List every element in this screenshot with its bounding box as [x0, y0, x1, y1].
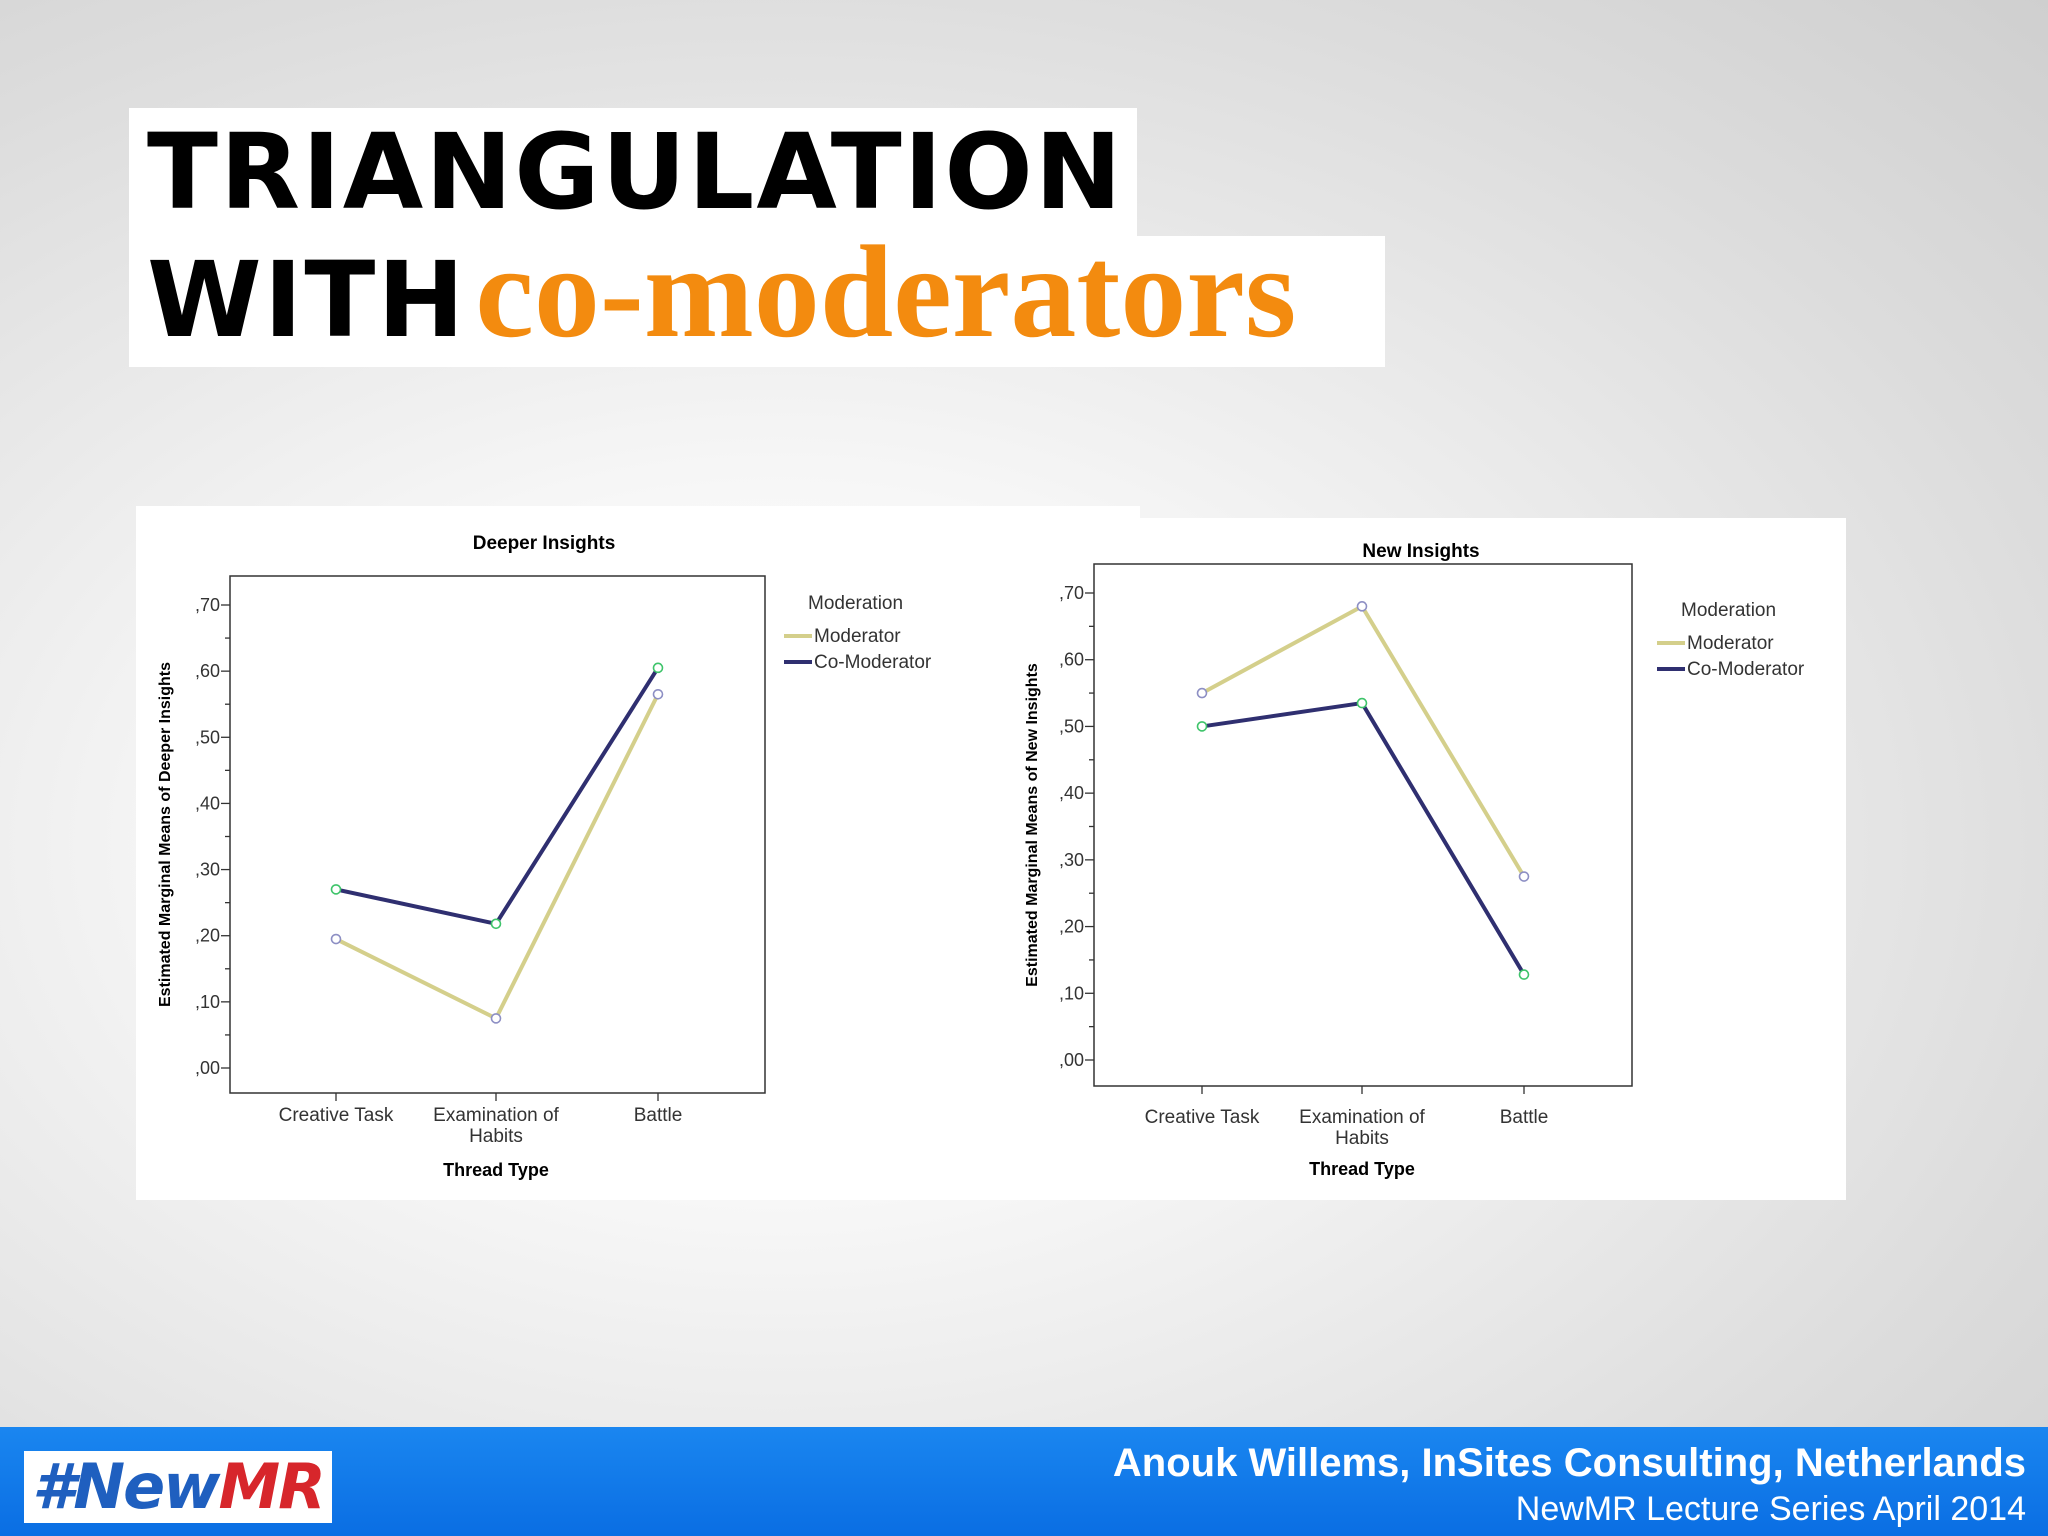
data-point-new: [1518, 969, 1530, 980]
y-tick-label-new: ,30: [1059, 850, 1084, 870]
data-point-deeper: [490, 1013, 502, 1024]
x-tick-label-deeper: Battle: [634, 1105, 683, 1126]
footer-event: NewMR Lecture Series April 2014: [1515, 1490, 2026, 1528]
logo-text-mr: MR: [218, 1450, 325, 1523]
legend-title-deeper: Moderation: [808, 593, 903, 614]
y-tick-label-new: ,70: [1059, 583, 1084, 603]
legend-label-deeper: Moderator: [814, 626, 901, 647]
y-tick-label-deeper: ,30: [195, 860, 220, 880]
title-co-moderators: co-moderators: [475, 218, 1297, 365]
data-point-deeper: [490, 918, 502, 930]
legend-title-new: Moderation: [1681, 600, 1776, 621]
footer-presenter: Anouk Willems, InSites Consulting, Nethe…: [1112, 1441, 2026, 1485]
data-point-new: [1356, 601, 1368, 612]
y-tick-label-deeper: ,50: [195, 727, 220, 747]
newmr-logo: #NewMR: [24, 1451, 332, 1523]
y-tick-label-deeper: ,60: [195, 661, 220, 681]
y-tick-label-deeper: ,10: [195, 992, 220, 1012]
x-tick-label-new: Battle: [1500, 1107, 1549, 1128]
y-tick-label-deeper: ,20: [195, 926, 220, 946]
x-tick-label-new: Creative Task: [1145, 1107, 1260, 1128]
x-tick-label-deeper: Creative Task: [279, 1105, 394, 1126]
y-axis-label-new: Estimated Marginal Means of New Insights: [1024, 663, 1041, 987]
chart-title-deeper: Deeper Insights: [473, 533, 616, 554]
y-tick-label-new: ,20: [1059, 917, 1084, 937]
data-point-new: [1196, 687, 1208, 699]
y-tick-label-new: ,00: [1059, 1050, 1084, 1070]
y-tick-label-deeper: ,40: [195, 793, 220, 813]
legend-label-new: Moderator: [1687, 633, 1774, 654]
data-point-deeper: [330, 884, 342, 895]
series-line-new-co-moderator: [1201, 701, 1526, 976]
chart-deeper-insights-panel: Deeper Insights ,00 ,10 ,20 ,30 ,40 ,50 ,60 ,70 E…: [136, 506, 1140, 1200]
data-point-new: [1356, 697, 1368, 709]
y-tick-label-deeper: ,70: [195, 595, 220, 615]
chart-new-insights: New Insights ,00 ,10 ,20 ,30 ,40 ,50 ,60 ,70 Esti…: [1024, 541, 1805, 1179]
plot-frame-deeper: [229, 575, 766, 1094]
y-axis-label-deeper: Estimated Marginal Means of Deeper Insig…: [157, 662, 174, 1007]
data-point-deeper: [330, 933, 342, 945]
slide-title-line2: WITH co-moderators: [147, 226, 1296, 391]
data-point-new: [1518, 871, 1530, 882]
data-point-deeper: [652, 688, 664, 700]
slide-title-line1: TRIANGULATION: [147, 111, 1124, 233]
data-point-new: [1196, 721, 1208, 732]
chart-new-insights-panel: New Insights ,00 ,10 ,20 ,30 ,40 ,50 ,60 ,70 Esti…: [1000, 518, 1846, 1200]
y-tick-label-deeper: ,00: [195, 1058, 220, 1078]
series-line-new-moderator: [1201, 604, 1526, 878]
chart-deeper-insights: Deeper Insights ,00 ,10 ,20 ,30 ,40 ,50 ,60 ,70 E…: [157, 533, 932, 1180]
x-tick-label-new: Examination of Habits: [1299, 1107, 1425, 1149]
series-line-deeper-co-moderator: [335, 666, 660, 926]
legend-label-deeper: Co-Moderator: [814, 652, 932, 673]
y-tick-label-new: ,10: [1059, 983, 1084, 1003]
y-tick-label-new: ,50: [1059, 716, 1084, 736]
x-axis-label-deeper: Thread Type: [443, 1160, 549, 1180]
legend-label-new: Co-Moderator: [1687, 659, 1805, 680]
data-point-deeper: [652, 662, 664, 674]
y-tick-label-new: ,60: [1059, 650, 1084, 670]
plot-frame-new: [1093, 563, 1633, 1087]
title-with-word: WITH: [147, 239, 467, 361]
title-background-2: [129, 236, 1385, 367]
x-tick-label-deeper: Examination of Habits: [433, 1105, 559, 1147]
title-background-1: [129, 108, 1137, 238]
logo-text-new: #New: [32, 1450, 220, 1523]
y-tick-label-new: ,40: [1059, 783, 1084, 803]
x-axis-label-new: Thread Type: [1309, 1159, 1415, 1179]
footer-bar: #NewMR Anouk Willems, InSites Consulting…: [0, 1427, 2048, 1536]
chart-title-new: New Insights: [1362, 541, 1479, 562]
